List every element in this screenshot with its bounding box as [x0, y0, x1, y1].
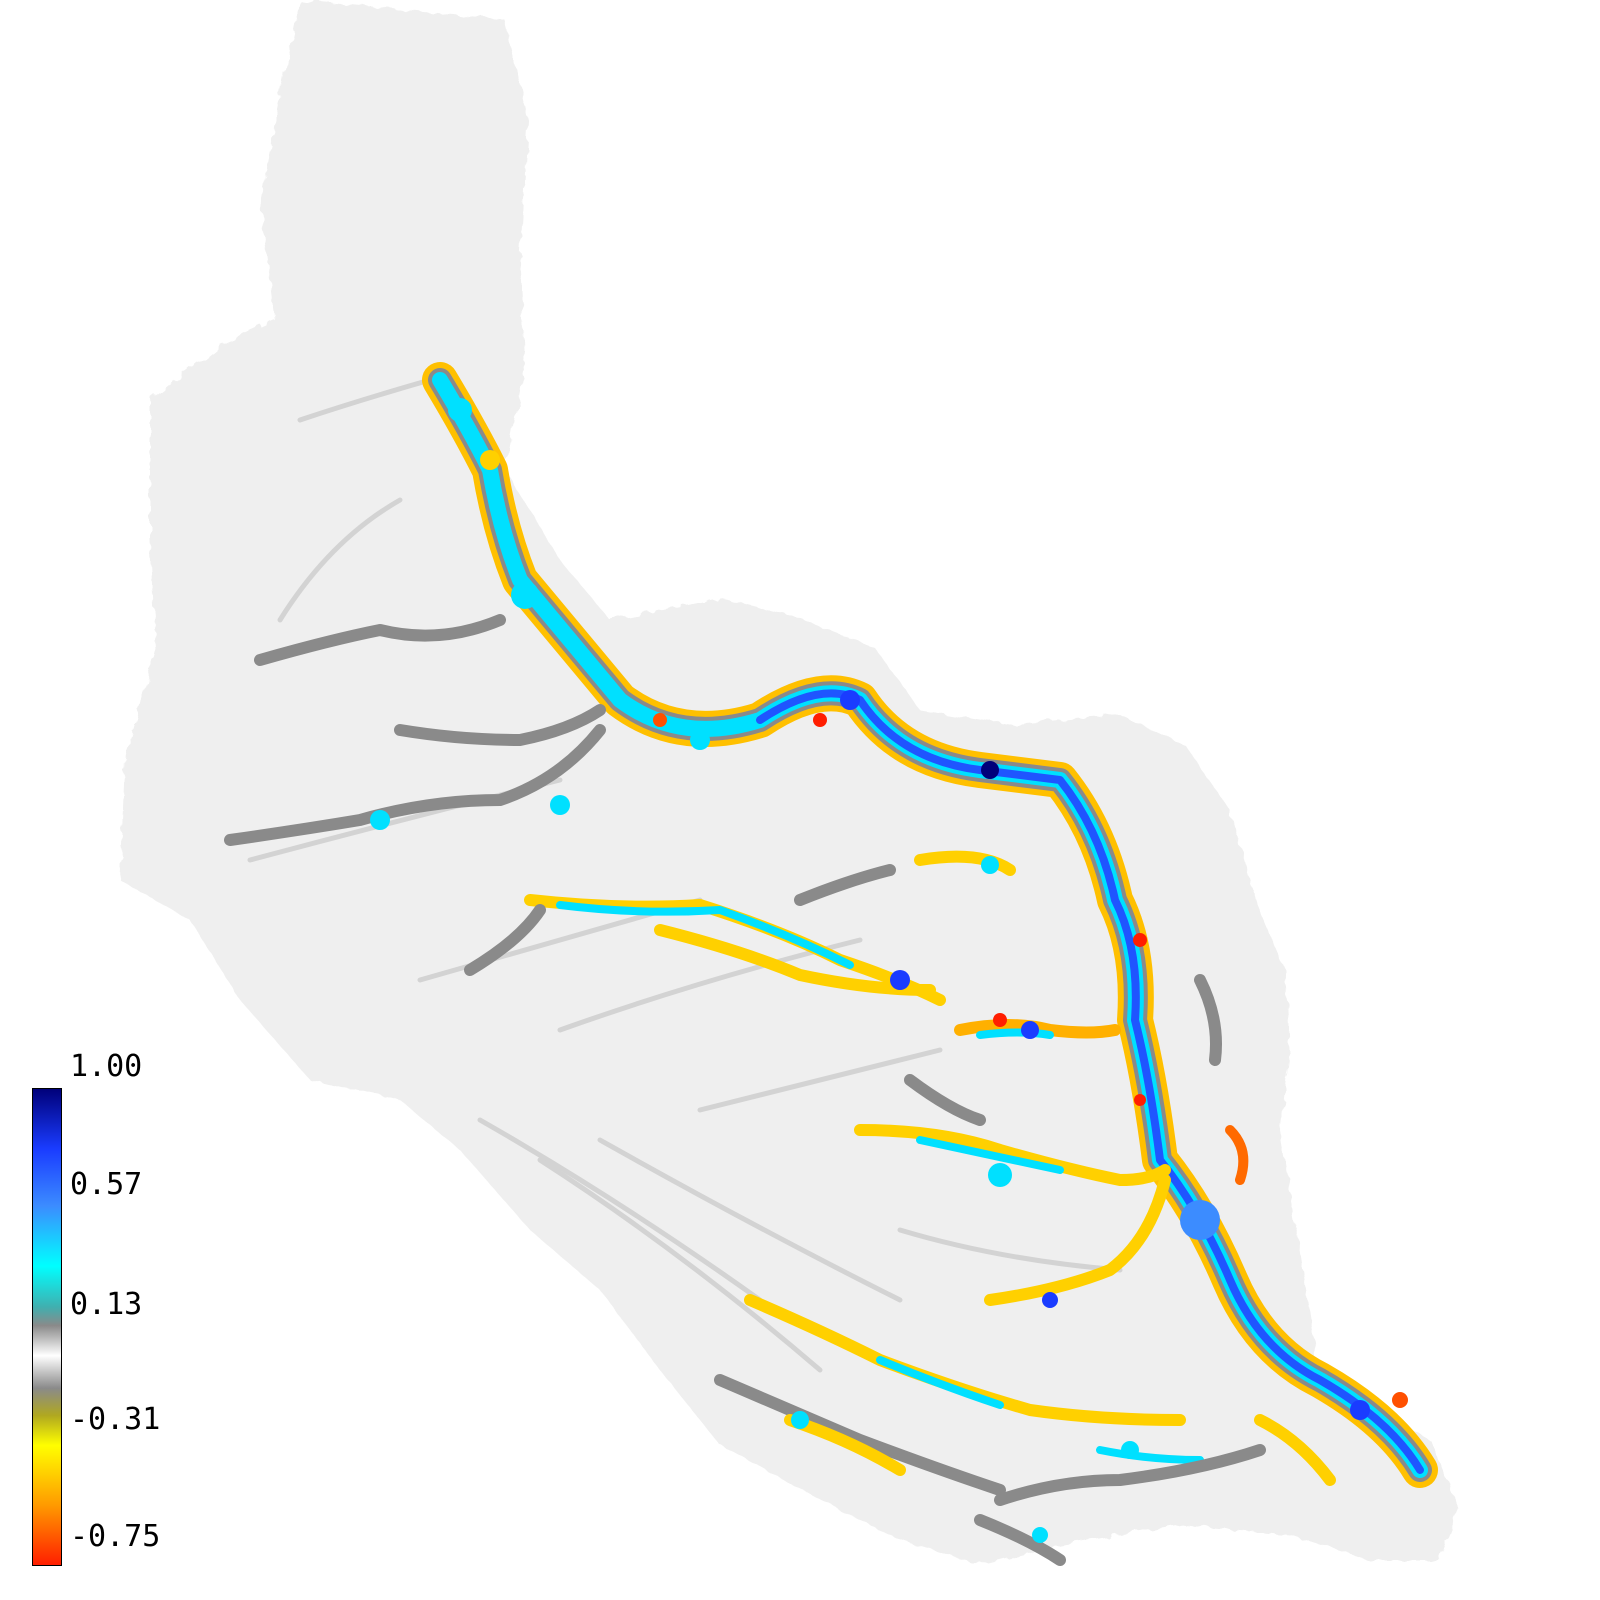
colorbar [32, 1088, 62, 1566]
tributaries [224, 614, 1336, 1566]
main-channel-deep [756, 689, 1424, 1474]
accent-spots [370, 398, 1408, 1543]
colorbar-tick-label: 0.57 [70, 1167, 143, 1202]
channel-network [224, 362, 1438, 1566]
terrain-texture [247, 377, 1123, 1373]
colorbar-tick-label: 0.13 [70, 1287, 143, 1322]
colorbar-tick-label: -0.75 [70, 1519, 161, 1554]
colorbar-tick-label: 1.00 [70, 1049, 143, 1084]
colorbar-tick-label: -0.31 [70, 1402, 161, 1437]
